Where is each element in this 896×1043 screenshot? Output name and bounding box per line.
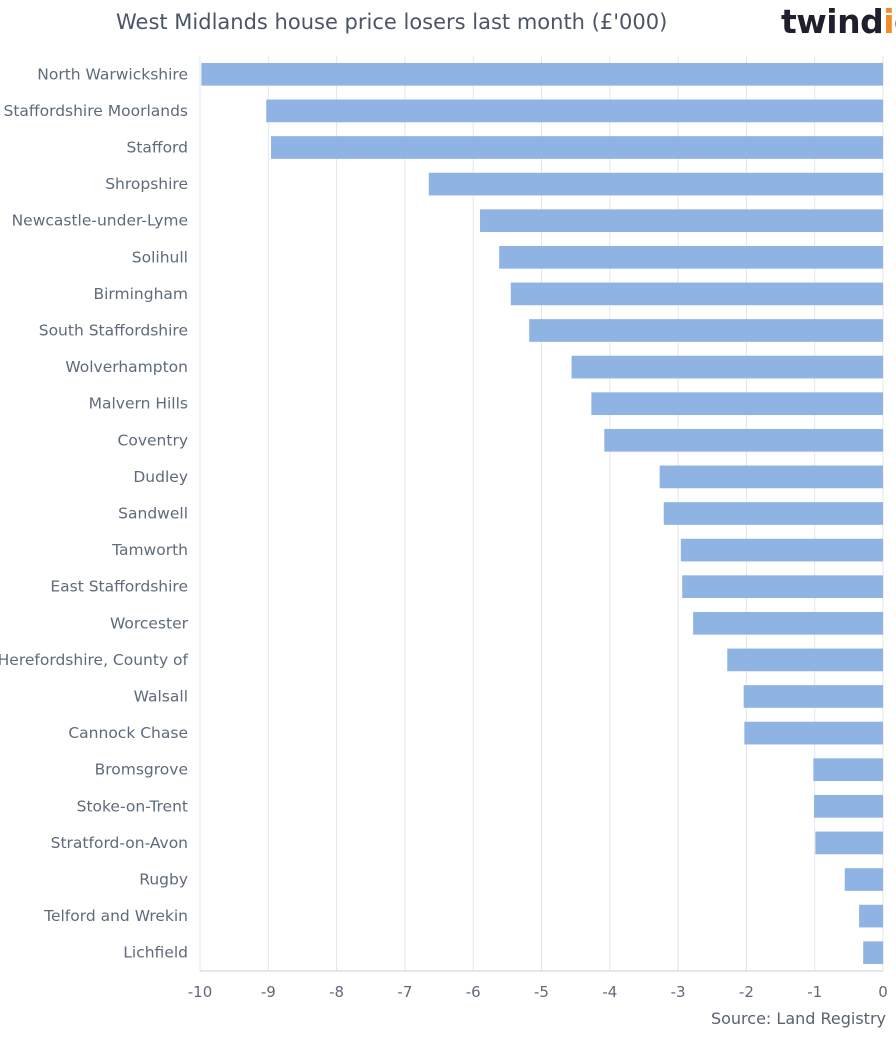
category-label: East Staffordshire	[50, 578, 188, 596]
x-axis-ticks: -10 -9 -8 -7 -6 -5 -4 -3 -2 -1 0	[188, 983, 888, 1001]
category-label: Stafford	[126, 139, 188, 157]
category-label: Solihull	[132, 248, 188, 266]
x-tick-label: -10	[188, 983, 213, 1001]
category-label: South Staffordshire	[39, 322, 188, 340]
category-label: Worcester	[110, 614, 189, 632]
bar	[863, 941, 883, 965]
category-label: Herefordshire, County of	[0, 651, 189, 669]
x-tick-label: 0	[878, 983, 888, 1001]
gridlines	[199, 56, 884, 972]
bar	[680, 538, 883, 562]
source-note: Source: Land Registry	[710, 1009, 886, 1028]
category-label: Walsall	[134, 688, 188, 706]
category-label: Sandwell	[118, 505, 188, 523]
x-tick-label: -6	[466, 983, 481, 1001]
category-label: Telford and Wrekin	[43, 907, 188, 925]
bar	[499, 245, 883, 269]
bar	[727, 648, 883, 672]
category-label: Staffordshire Moorlands	[4, 102, 188, 120]
category-label: Shropshire	[105, 175, 188, 193]
bar	[271, 136, 884, 159]
bar	[591, 392, 883, 416]
bar	[510, 282, 883, 306]
x-tick-label: -3	[671, 983, 686, 1001]
bar	[844, 868, 883, 891]
category-label: Dudley	[133, 468, 188, 486]
category-label: Wolverhampton	[65, 358, 188, 376]
bar	[659, 465, 883, 489]
category-label: North Warwickshire	[37, 65, 188, 83]
bar	[428, 172, 883, 196]
bar	[744, 721, 883, 745]
twindig-logo: twindig	[781, 2, 896, 41]
bar	[571, 355, 883, 379]
category-label: Malvern Hills	[89, 395, 188, 413]
category-label: Stoke-on-Trent	[77, 797, 188, 815]
bar	[604, 428, 883, 452]
category-label: Newcastle-under-Lyme	[12, 212, 188, 230]
bar	[859, 904, 883, 928]
category-label: Coventry	[118, 431, 188, 449]
x-tick-label: -1	[807, 983, 822, 1001]
bar	[814, 794, 883, 818]
x-tick-label: -7	[397, 983, 412, 1001]
logo-suffix: g	[894, 2, 896, 41]
bar	[743, 685, 883, 708]
bar	[813, 758, 883, 782]
category-label: Lichfield	[123, 944, 188, 962]
category-label: Cannock Chase	[68, 724, 188, 742]
category-label: Stratford-on-Avon	[51, 834, 188, 852]
category-label: Rugby	[139, 871, 188, 889]
bar	[682, 575, 883, 599]
bar	[693, 611, 883, 635]
x-tick-label: -4	[602, 983, 617, 1001]
bar	[201, 62, 884, 86]
bar	[480, 209, 883, 233]
bar	[529, 319, 883, 342]
x-tick-label: -5	[534, 983, 549, 1001]
chart-title: West Midlands house price losers last mo…	[116, 10, 668, 34]
bar	[815, 831, 883, 855]
category-label: Tamworth	[111, 541, 188, 559]
bar	[266, 99, 884, 123]
category-label: Birmingham	[93, 285, 188, 303]
x-tick-label: -2	[739, 983, 754, 1001]
x-tick-label: -8	[329, 983, 344, 1001]
bars	[201, 62, 884, 965]
logo-prefix: twind	[781, 2, 884, 41]
x-tick-label: -9	[261, 983, 276, 1001]
bar	[663, 502, 883, 525]
category-labels: North Warwickshire Staffordshire Moorland…	[0, 65, 189, 961]
category-label: Bromsgrove	[95, 761, 188, 779]
logo-highlight: i	[883, 2, 895, 41]
